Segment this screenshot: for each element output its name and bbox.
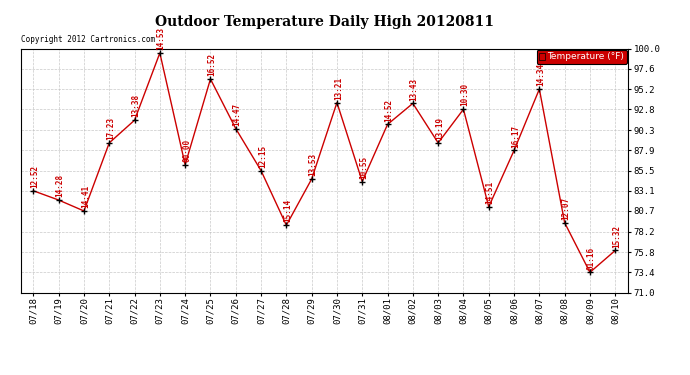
Text: Copyright 2012 Cartronics.com: Copyright 2012 Cartronics.com: [21, 35, 155, 44]
Text: 13:38: 13:38: [131, 94, 141, 117]
Text: 14:28: 14:28: [55, 174, 65, 197]
Text: 13:19: 13:19: [435, 117, 444, 140]
Text: 15:14: 15:14: [283, 200, 293, 222]
Text: 14:53: 14:53: [157, 27, 166, 50]
Text: 14:41: 14:41: [81, 185, 90, 208]
Text: Outdoor Temperature Daily High 20120811: Outdoor Temperature Daily High 20120811: [155, 15, 494, 29]
Legend: Temperature (°F): Temperature (°F): [537, 50, 627, 64]
Text: 14:52: 14:52: [384, 99, 393, 122]
Text: 15:32: 15:32: [612, 225, 621, 248]
Text: 12:15: 12:15: [258, 145, 267, 168]
Text: 14:47: 14:47: [233, 103, 241, 126]
Text: 01:16: 01:16: [586, 246, 596, 270]
Text: 12:52: 12:52: [30, 165, 39, 188]
Text: 14:51: 14:51: [486, 181, 495, 204]
Text: 16:52: 16:52: [207, 53, 217, 76]
Text: 13:53: 13:53: [308, 153, 317, 176]
Text: 14:34: 14:34: [536, 63, 545, 86]
Text: 13:21: 13:21: [334, 76, 343, 100]
Text: 13:43: 13:43: [410, 78, 419, 101]
Text: 00:00: 00:00: [182, 139, 191, 162]
Text: 12:07: 12:07: [562, 197, 571, 220]
Text: 16:17: 16:17: [511, 124, 520, 148]
Text: 10:55: 10:55: [359, 156, 368, 179]
Text: 17:23: 17:23: [106, 117, 115, 140]
Text: 10:30: 10:30: [460, 83, 469, 106]
